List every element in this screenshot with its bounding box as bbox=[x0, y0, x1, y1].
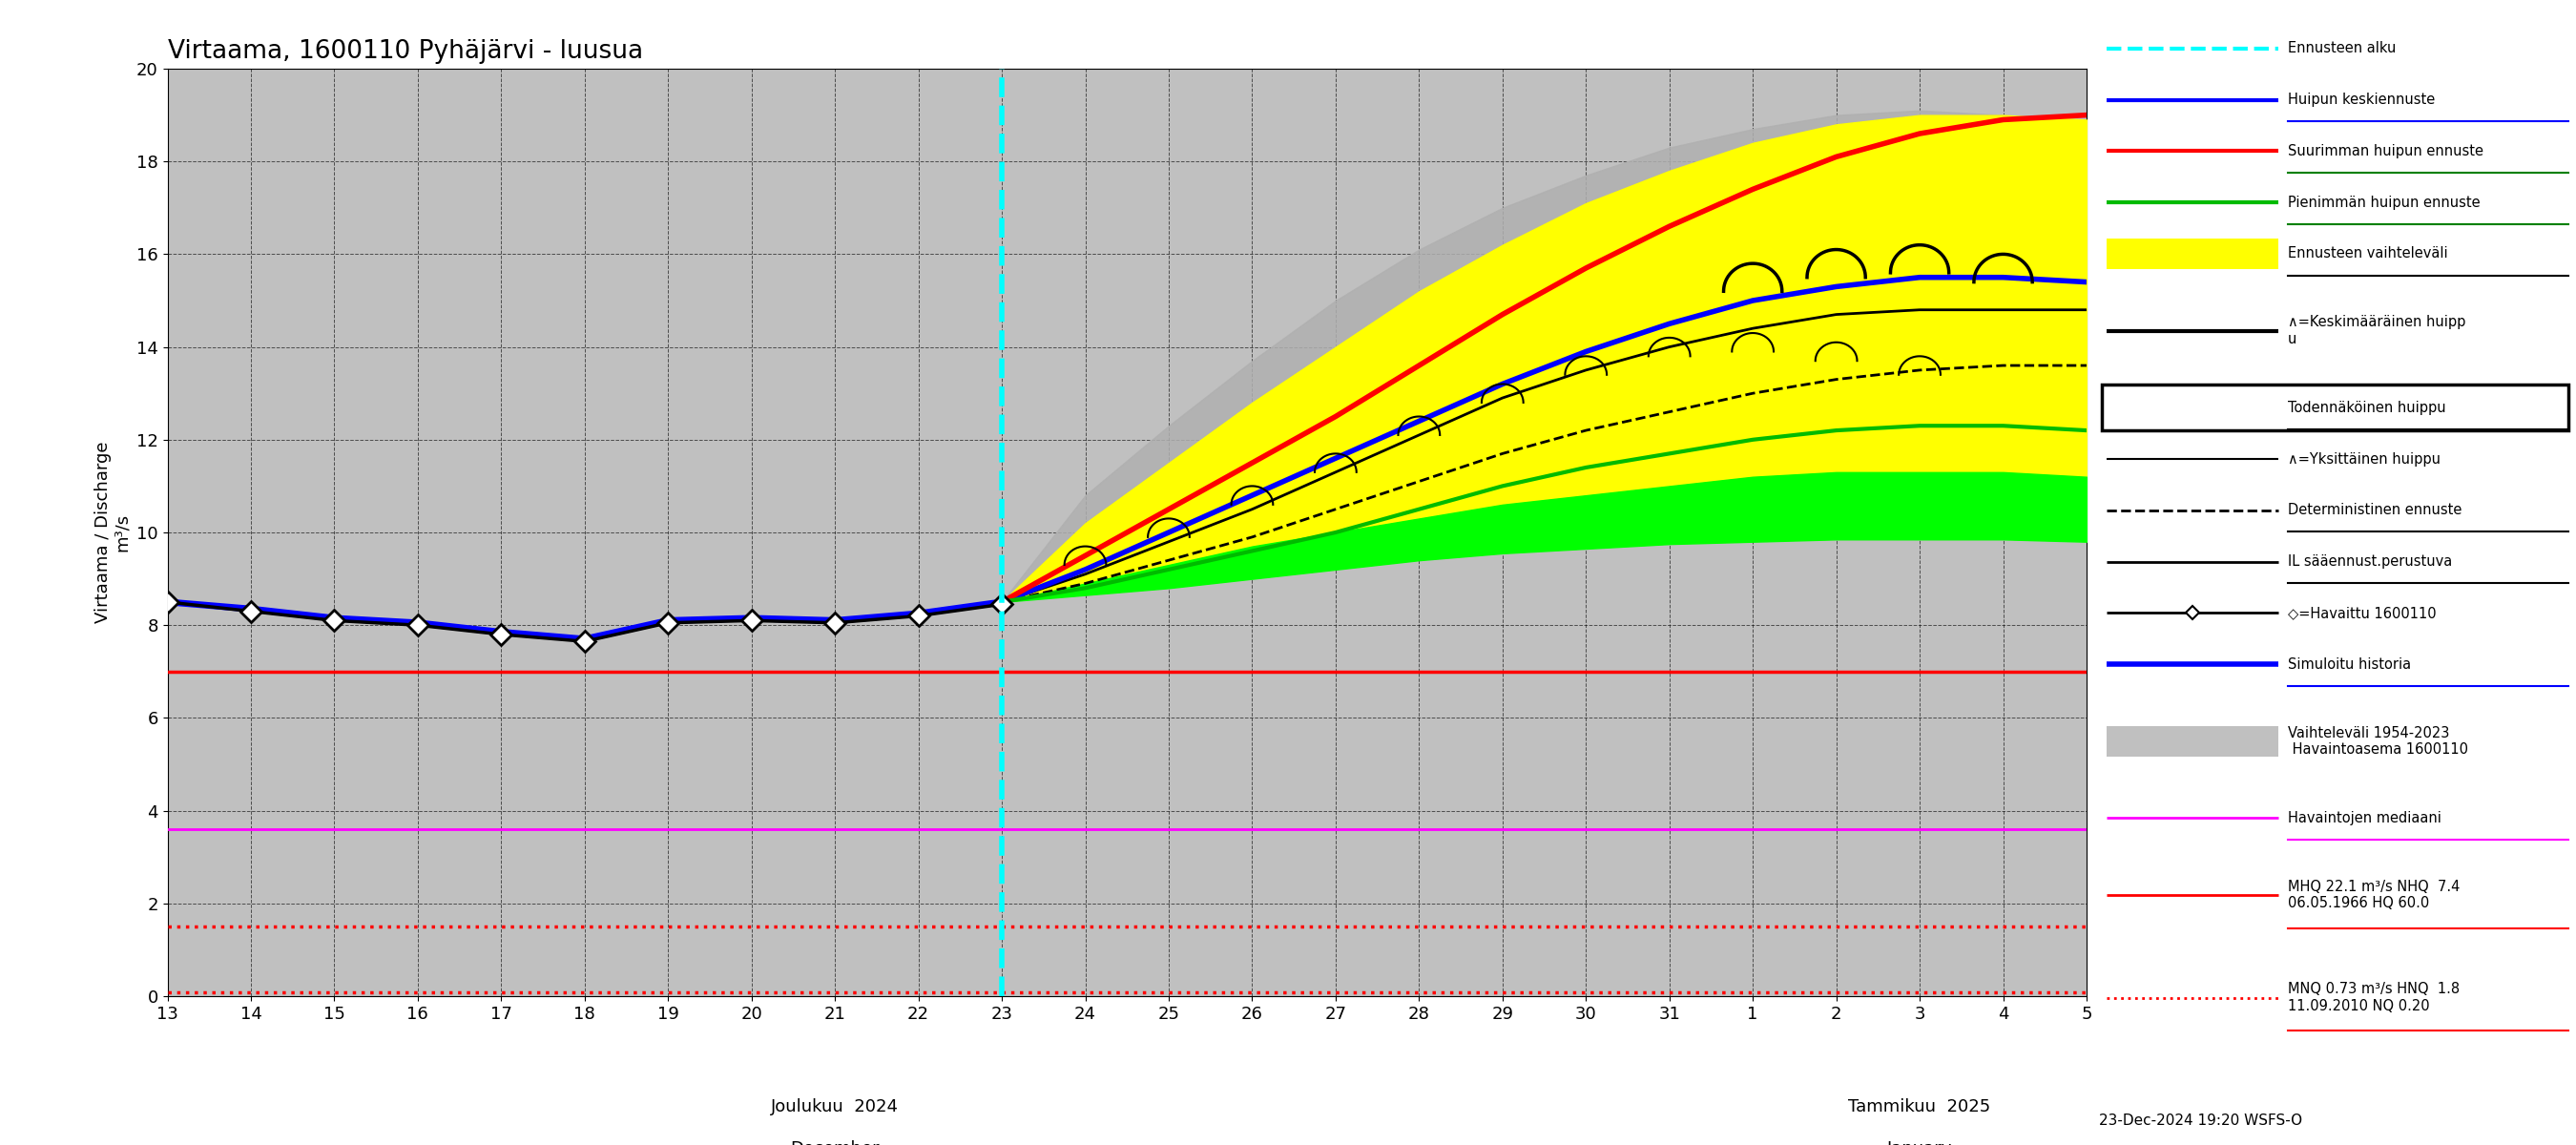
Text: Simuloitu historia: Simuloitu historia bbox=[2287, 657, 2411, 671]
Text: Ennusteen alku: Ennusteen alku bbox=[2287, 41, 2396, 56]
Text: Havaintojen mediaani: Havaintojen mediaani bbox=[2287, 811, 2442, 826]
Text: Pienimmän huipun ennuste: Pienimmän huipun ennuste bbox=[2287, 196, 2481, 210]
Text: January: January bbox=[1888, 1140, 1953, 1145]
Text: ∧=Keskimääräinen huipp
u: ∧=Keskimääräinen huipp u bbox=[2287, 315, 2465, 346]
Text: December: December bbox=[791, 1140, 878, 1145]
Text: Joulukuu  2024: Joulukuu 2024 bbox=[770, 1098, 899, 1115]
Text: IL sääennust.perustuva: IL sääennust.perustuva bbox=[2287, 554, 2452, 569]
Text: Vaihteleväli 1954-2023
 Havaintoasema 1600110: Vaihteleväli 1954-2023 Havaintoasema 160… bbox=[2287, 726, 2468, 757]
Text: MHQ 22.1 m³/s NHQ  7.4
06.05.1966 HQ 60.0: MHQ 22.1 m³/s NHQ 7.4 06.05.1966 HQ 60.0 bbox=[2287, 879, 2460, 910]
Text: Suurimman huipun ennuste: Suurimman huipun ennuste bbox=[2287, 144, 2483, 158]
Text: Todennäköinen huippu: Todennäköinen huippu bbox=[2287, 401, 2445, 414]
Text: Virtaama, 1600110 Pyhäjärvi - luusua: Virtaama, 1600110 Pyhäjärvi - luusua bbox=[167, 39, 641, 64]
Text: ◇=Havaittu 1600110: ◇=Havaittu 1600110 bbox=[2287, 606, 2437, 621]
Text: Huipun keskiennuste: Huipun keskiennuste bbox=[2287, 93, 2434, 106]
FancyBboxPatch shape bbox=[2107, 238, 2277, 269]
Text: 23-Dec-2024 19:20 WSFS-O: 23-Dec-2024 19:20 WSFS-O bbox=[2099, 1113, 2303, 1128]
Text: Tammikuu  2025: Tammikuu 2025 bbox=[1850, 1098, 1991, 1115]
Text: Ennusteen vaihteleväli: Ennusteen vaihteleväli bbox=[2287, 246, 2447, 261]
Text: MNQ 0.73 m³/s HNQ  1.8
11.09.2010 NQ 0.20: MNQ 0.73 m³/s HNQ 1.8 11.09.2010 NQ 0.20 bbox=[2287, 982, 2460, 1013]
FancyBboxPatch shape bbox=[2107, 726, 2277, 757]
Text: Deterministinen ennuste: Deterministinen ennuste bbox=[2287, 503, 2463, 518]
Y-axis label: Virtaama / Discharge
m³/s: Virtaama / Discharge m³/s bbox=[93, 442, 131, 623]
Text: ∧=Yksittäinen huippu: ∧=Yksittäinen huippu bbox=[2287, 452, 2439, 466]
